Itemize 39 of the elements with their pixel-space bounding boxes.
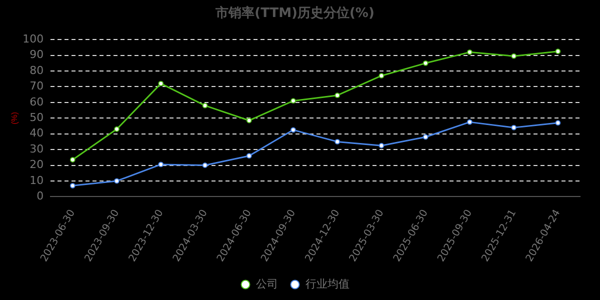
y-tick-label: 50 bbox=[30, 110, 44, 124]
point bbox=[114, 126, 120, 132]
point bbox=[555, 120, 561, 126]
point bbox=[246, 153, 252, 159]
point bbox=[202, 102, 208, 108]
chart-title: 市销率(TTM)历史分位(%) bbox=[214, 5, 374, 22]
y-tick-label: 90 bbox=[30, 48, 44, 62]
point bbox=[511, 124, 517, 130]
point bbox=[202, 162, 208, 168]
point bbox=[467, 119, 472, 125]
y-tick-label: 60 bbox=[30, 95, 44, 108]
point bbox=[114, 178, 120, 184]
y-tick-label: 40 bbox=[30, 126, 44, 140]
point bbox=[378, 73, 384, 78]
point bbox=[246, 118, 252, 124]
y-axis-title: (%) bbox=[10, 112, 20, 124]
point bbox=[555, 48, 561, 54]
point bbox=[511, 53, 517, 59]
point bbox=[422, 60, 428, 66]
y-tick-label: 20 bbox=[30, 158, 44, 172]
legend-label: 行业均值 bbox=[306, 277, 350, 290]
y-tick-label: 80 bbox=[30, 64, 44, 77]
point bbox=[334, 138, 340, 144]
legend-label: 公司 bbox=[256, 277, 278, 290]
y-tick-label: 100 bbox=[22, 32, 44, 46]
y-tick-label: 10 bbox=[30, 174, 44, 187]
point bbox=[334, 92, 340, 98]
point bbox=[422, 134, 428, 140]
point bbox=[290, 127, 296, 133]
point bbox=[290, 98, 296, 104]
point bbox=[70, 157, 76, 162]
point bbox=[70, 182, 76, 188]
point bbox=[158, 162, 164, 168]
y-tick-label: 70 bbox=[30, 80, 44, 93]
point bbox=[378, 142, 384, 148]
point bbox=[158, 80, 164, 86]
point bbox=[467, 49, 472, 55]
y-tick-label: 30 bbox=[30, 142, 44, 156]
y-tick-label: 0 bbox=[36, 190, 44, 203]
